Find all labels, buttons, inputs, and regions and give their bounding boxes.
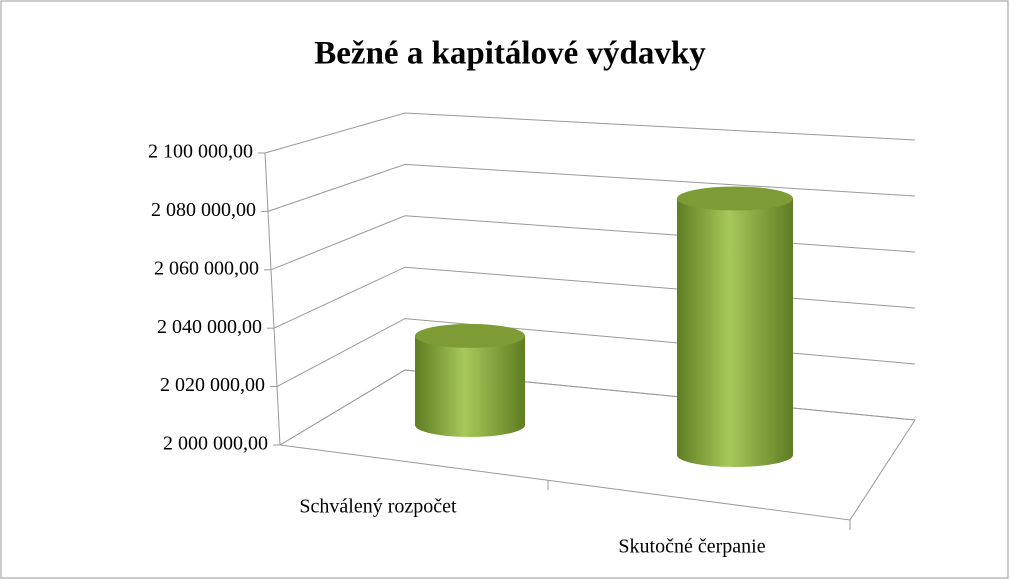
grid-line (267, 163, 916, 212)
y-tick-label: 2 040 000,00 (157, 316, 262, 338)
grid-line (264, 112, 916, 154)
y-tick-label: 2 080 000,00 (151, 199, 256, 221)
chart-title: Bežné a kapitálové výdavky (314, 36, 706, 72)
x-tick-label: Skutočné čerpanie (618, 536, 765, 558)
y-tick-label: 2 020 000,00 (160, 374, 265, 396)
left-wall-edge (264, 152, 281, 446)
bar (415, 335, 525, 437)
y-tick-label: 2 100 000,00 (148, 141, 253, 163)
y-tick-label: 2 060 000,00 (154, 257, 259, 279)
y-tick-label: 2 000 000,00 (163, 433, 268, 455)
bar (677, 198, 793, 467)
bar-top (677, 186, 793, 211)
bar-top (415, 323, 525, 348)
x-tick-label: Schválený rozpočet (299, 496, 457, 518)
